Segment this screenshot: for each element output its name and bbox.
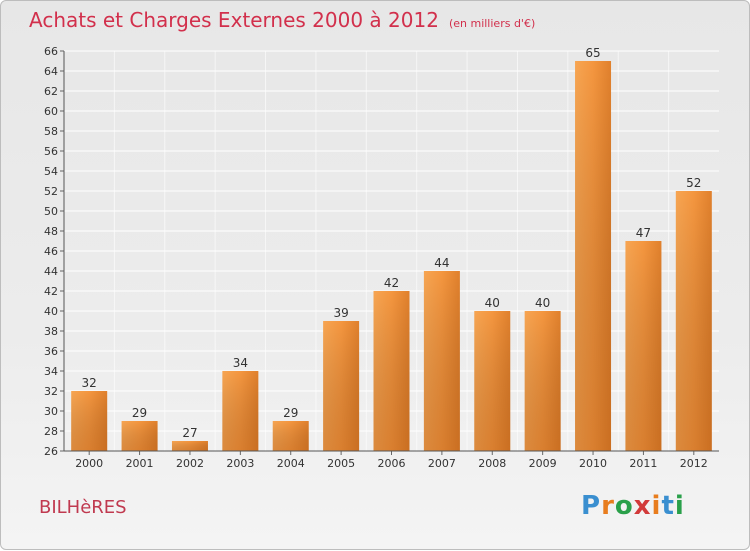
bar-shade bbox=[625, 241, 662, 451]
bar-value-label: 27 bbox=[182, 426, 197, 440]
x-tick-label: 2005 bbox=[327, 457, 355, 470]
logo-letter: o bbox=[614, 491, 634, 521]
logo-letter: x bbox=[633, 491, 652, 521]
y-tick-label: 62 bbox=[44, 85, 58, 98]
x-tick-label: 2012 bbox=[680, 457, 708, 470]
bar-value-label: 39 bbox=[333, 306, 348, 320]
bar-value-label: 40 bbox=[535, 296, 550, 310]
x-tick-label: 2007 bbox=[428, 457, 456, 470]
bar-shade bbox=[121, 421, 158, 451]
proxiti-logo[interactable]: Proxiti bbox=[581, 491, 685, 521]
y-tick-label: 64 bbox=[44, 65, 58, 78]
bar-shade bbox=[524, 311, 561, 451]
y-tick-label: 54 bbox=[44, 165, 58, 178]
x-tick-label: 2008 bbox=[478, 457, 506, 470]
y-tick-label: 28 bbox=[44, 425, 58, 438]
x-tick-label: 2011 bbox=[629, 457, 657, 470]
x-tick-label: 2004 bbox=[277, 457, 305, 470]
bars-layer bbox=[71, 61, 712, 451]
y-tick-label: 52 bbox=[44, 185, 58, 198]
bar-shade bbox=[272, 421, 309, 451]
y-tick-label: 34 bbox=[44, 365, 58, 378]
bar-shade bbox=[323, 321, 360, 451]
labels-layer: 32 29 27 34 29 39 42 44 40 40 65 47 52 bbox=[82, 46, 702, 440]
bar-value-label: 42 bbox=[384, 276, 399, 290]
y-tick-label: 36 bbox=[44, 345, 58, 358]
y-tick-label: 42 bbox=[44, 285, 58, 298]
bar-value-label: 44 bbox=[434, 256, 449, 270]
bar-shade bbox=[474, 311, 511, 451]
bar-shade bbox=[71, 391, 108, 451]
logo-letter: P bbox=[581, 491, 602, 521]
bar-value-label: 40 bbox=[485, 296, 500, 310]
x-tick-label: 2003 bbox=[226, 457, 254, 470]
bar-value-label: 29 bbox=[132, 406, 147, 420]
y-tick-label: 56 bbox=[44, 145, 58, 158]
chart-title: Achats et Charges Externes 2000 à 2012 (e… bbox=[29, 8, 535, 32]
y-tick-label: 40 bbox=[44, 305, 58, 318]
chart-subtitle: (en milliers d'€) bbox=[448, 17, 536, 30]
y-tick-label: 44 bbox=[44, 265, 58, 278]
x-tick-label: 2009 bbox=[529, 457, 557, 470]
y-tick-label: 26 bbox=[44, 445, 58, 458]
logo-letter: r bbox=[601, 491, 615, 521]
bar-value-label: 32 bbox=[82, 376, 97, 390]
title-text: Achats et Charges Externes 2000 à 2012 bbox=[29, 8, 439, 32]
x-tick-label: 2010 bbox=[579, 457, 607, 470]
bar-value-label: 52 bbox=[686, 176, 701, 190]
x-tick-label: 2006 bbox=[378, 457, 406, 470]
bar-shade bbox=[373, 291, 410, 451]
y-tick-label: 50 bbox=[44, 205, 58, 218]
logo-letter: i bbox=[674, 491, 685, 521]
y-tick-label: 66 bbox=[44, 45, 58, 58]
commune-name: BILHèRES bbox=[39, 497, 127, 518]
bar-shade bbox=[171, 441, 208, 451]
y-tick-label: 32 bbox=[44, 385, 58, 398]
x-tick-label: 2001 bbox=[126, 457, 154, 470]
x-tick-label: 2000 bbox=[75, 457, 103, 470]
bar-shade bbox=[222, 371, 259, 451]
bar-shade bbox=[675, 191, 712, 451]
y-tick-label: 48 bbox=[44, 225, 58, 238]
x-tick-label: 2002 bbox=[176, 457, 204, 470]
axes-layer: 26 28 30 32 34 36 38 40 42 44 46 48 50 52 54 56 58 60 62 64… bbox=[44, 45, 719, 470]
bar-value-label: 47 bbox=[636, 226, 651, 240]
logo-letter: i bbox=[651, 491, 662, 521]
y-tick-label: 60 bbox=[44, 105, 58, 118]
logo-letter: t bbox=[661, 491, 675, 521]
y-tick-label: 30 bbox=[44, 405, 58, 418]
bar-shade bbox=[423, 271, 460, 451]
bar-value-label: 29 bbox=[283, 406, 298, 420]
y-tick-label: 58 bbox=[44, 125, 58, 138]
y-tick-label: 46 bbox=[44, 245, 58, 258]
bar-value-label: 34 bbox=[233, 356, 248, 370]
y-tick-label: 38 bbox=[44, 325, 58, 338]
bar-shade bbox=[575, 61, 612, 451]
bar-value-label: 65 bbox=[585, 46, 600, 60]
